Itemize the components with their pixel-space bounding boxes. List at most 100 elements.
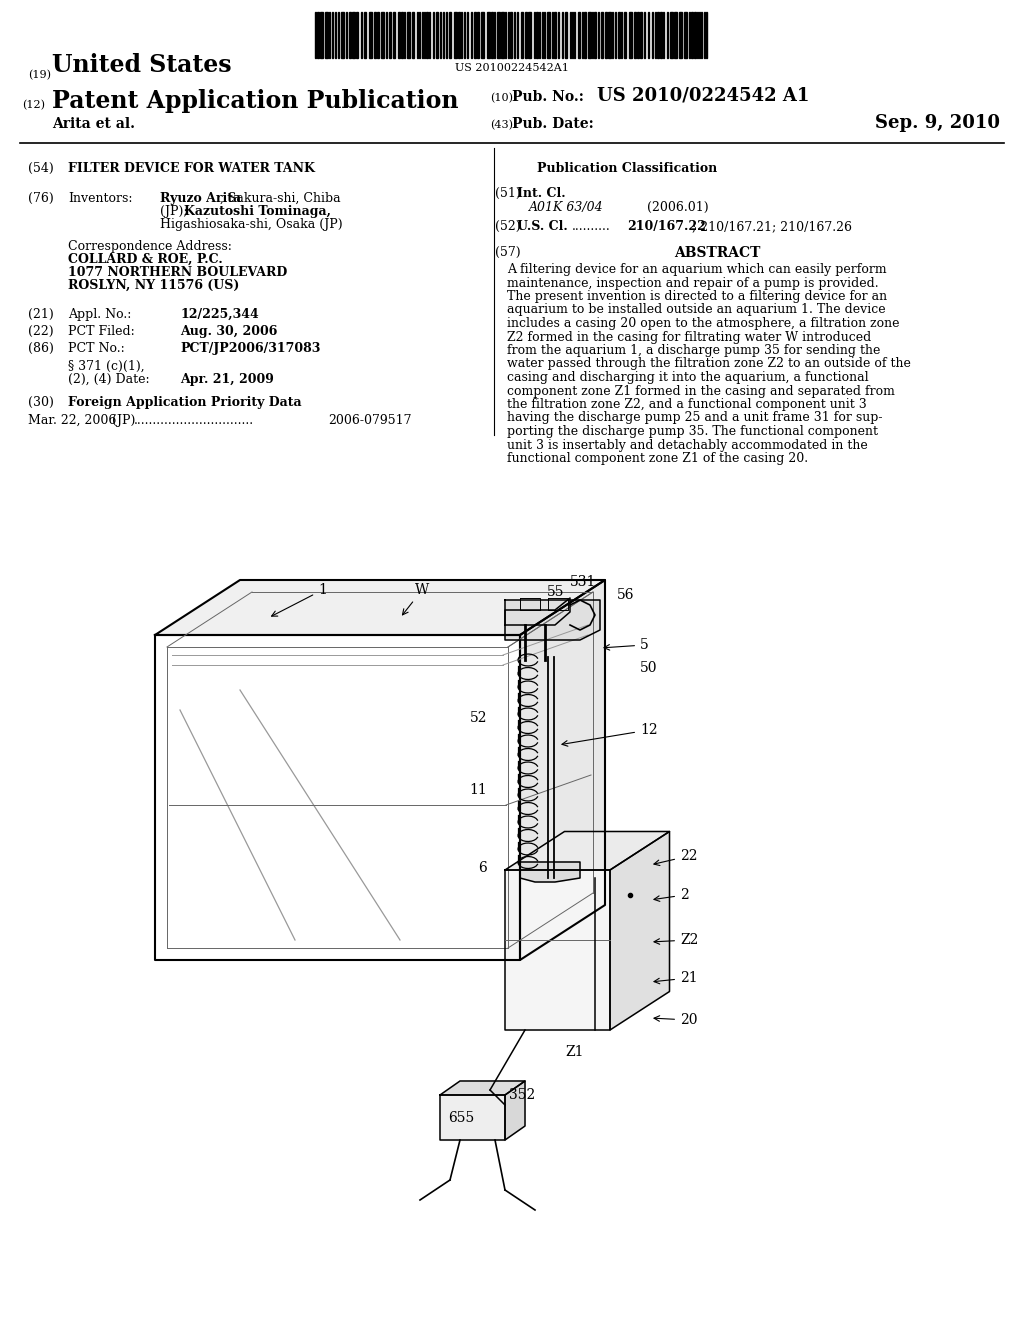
Text: 12: 12 (562, 723, 657, 746)
Bar (536, 12, 538, 58)
Polygon shape (155, 579, 605, 635)
Polygon shape (520, 579, 605, 960)
Bar (369, 12, 372, 58)
Text: functional component zone Z1 of the casing 20.: functional component zone Z1 of the casi… (507, 451, 808, 465)
Text: W: W (402, 583, 429, 615)
Text: Z2: Z2 (654, 933, 698, 946)
Text: 12/225,344: 12/225,344 (180, 308, 259, 321)
Text: ABSTRACT: ABSTRACT (674, 246, 760, 260)
Text: ROSLYN, NY 11576 (US): ROSLYN, NY 11576 (US) (68, 279, 240, 292)
Bar (454, 12, 457, 58)
Text: (76): (76) (28, 191, 53, 205)
Bar (325, 12, 328, 58)
Text: component zone Z1 formed in the casing and separated from: component zone Z1 formed in the casing a… (507, 384, 895, 397)
Bar (679, 12, 682, 58)
Polygon shape (505, 1081, 525, 1140)
Text: 2: 2 (654, 888, 689, 902)
Text: 21: 21 (654, 972, 697, 985)
Bar (618, 12, 620, 58)
Polygon shape (440, 1096, 505, 1140)
Text: Arita et al.: Arita et al. (52, 117, 135, 131)
Text: 352: 352 (509, 1088, 536, 1102)
Bar (565, 12, 567, 58)
Bar (691, 12, 693, 58)
Text: ; 210/167.21; 210/167.26: ; 210/167.21; 210/167.26 (692, 220, 852, 234)
Polygon shape (610, 832, 670, 1030)
Bar (684, 12, 687, 58)
Bar (349, 12, 351, 58)
Text: aquarium to be installed outside an aquarium 1. The device: aquarium to be installed outside an aqua… (507, 304, 886, 317)
Text: 50: 50 (640, 661, 657, 675)
Text: Pub. Date:: Pub. Date: (512, 117, 594, 131)
Text: Higashiosaka-shi, Osaka (JP): Higashiosaka-shi, Osaka (JP) (160, 218, 343, 231)
Text: (21): (21) (28, 308, 53, 321)
Text: , Sakura-shi, Chiba: , Sakura-shi, Chiba (220, 191, 341, 205)
Text: United States: United States (52, 53, 231, 77)
Text: COLLARD & ROE, P.C.: COLLARD & ROE, P.C. (68, 253, 223, 267)
Text: U.S. Cl.: U.S. Cl. (517, 220, 567, 234)
Text: The present invention is directed to a filtering device for an: The present invention is directed to a f… (507, 290, 887, 304)
Text: Appl. No.:: Appl. No.: (68, 308, 131, 321)
Text: (2006.01): (2006.01) (647, 201, 709, 214)
Polygon shape (505, 832, 670, 870)
Text: the filtration zone Z2, and a functional component unit 3: the filtration zone Z2, and a functional… (507, 399, 866, 411)
Text: Z1: Z1 (565, 1045, 584, 1059)
Bar (521, 12, 523, 58)
Bar (356, 12, 358, 58)
Text: unit 3 is insertably and detachably accommodated in the: unit 3 is insertably and detachably acco… (507, 438, 867, 451)
Bar (670, 12, 673, 58)
Text: (57): (57) (495, 246, 520, 259)
Bar (634, 12, 636, 58)
Bar (398, 12, 400, 58)
Text: Inventors:: Inventors: (68, 191, 132, 205)
Bar (547, 12, 550, 58)
Text: (51): (51) (495, 187, 521, 201)
Text: FILTER DEVICE FOR WATER TANK: FILTER DEVICE FOR WATER TANK (68, 162, 314, 176)
Bar (588, 12, 591, 58)
Bar (389, 12, 391, 58)
Bar (601, 12, 603, 58)
Text: 5: 5 (604, 638, 649, 652)
Polygon shape (505, 870, 610, 1030)
Text: water passed through the filtration zone Z2 to an outside of the: water passed through the filtration zone… (507, 358, 911, 371)
Bar (624, 12, 626, 58)
Text: (JP): (JP) (112, 414, 135, 426)
Bar (436, 12, 438, 58)
Bar (525, 12, 527, 58)
Text: porting the discharge pump 35. The functional component: porting the discharge pump 35. The funct… (507, 425, 878, 438)
Text: 52: 52 (469, 711, 487, 725)
Text: 1077 NORTHERN BOULEVARD: 1077 NORTHERN BOULEVARD (68, 267, 288, 279)
Text: (10): (10) (490, 92, 513, 103)
Bar (497, 12, 500, 58)
Bar (393, 12, 395, 58)
Text: § 371 (c)(1),: § 371 (c)(1), (68, 360, 144, 374)
Text: (12): (12) (22, 100, 45, 110)
Bar (608, 12, 611, 58)
Text: (19): (19) (28, 70, 51, 81)
Text: Correspondence Address:: Correspondence Address: (68, 240, 231, 253)
Bar (319, 12, 323, 58)
Bar (374, 12, 376, 58)
Text: PCT/JP2006/317083: PCT/JP2006/317083 (180, 342, 321, 355)
Text: ..........: .......... (572, 220, 610, 234)
Bar (317, 12, 319, 58)
Bar (510, 12, 512, 58)
Text: 6: 6 (478, 861, 487, 875)
Bar (584, 12, 586, 58)
Bar (578, 12, 580, 58)
Polygon shape (505, 601, 600, 640)
Bar (629, 12, 632, 58)
Text: (JP);: (JP); (160, 205, 191, 218)
Text: A filtering device for an aquarium which can easily perform: A filtering device for an aquarium which… (507, 263, 887, 276)
Text: Foreign Application Priority Data: Foreign Application Priority Data (68, 396, 302, 409)
Text: includes a casing 20 open to the atmosphere, a filtration zone: includes a casing 20 open to the atmosph… (507, 317, 899, 330)
Bar (474, 12, 476, 58)
Bar (594, 12, 596, 58)
Text: 56: 56 (617, 587, 635, 602)
Bar (487, 12, 490, 58)
Text: maintenance, inspection and repair of a pump is provided.: maintenance, inspection and repair of a … (507, 276, 879, 289)
Bar (637, 12, 639, 58)
Bar (477, 12, 479, 58)
Bar (501, 12, 504, 58)
Bar (364, 12, 366, 58)
